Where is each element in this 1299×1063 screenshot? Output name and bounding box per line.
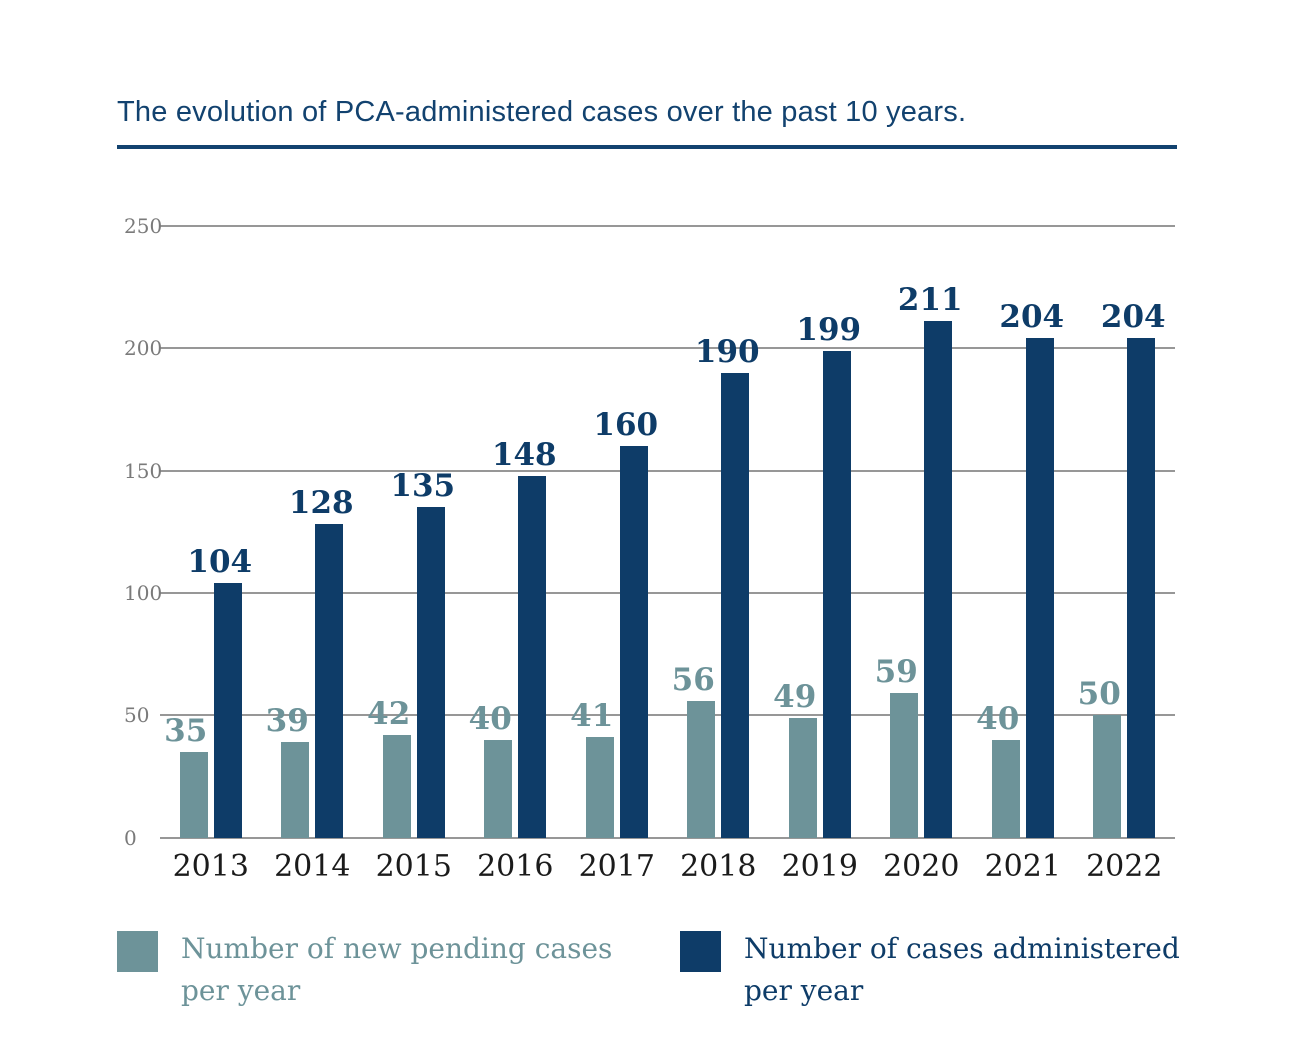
- bar-group-2018: 56 190: [668, 226, 770, 838]
- plot-area: 0 50 100 150 200 250 35 104 39 128 42 135 40 148 41 160…: [124, 216, 1175, 848]
- bar-label-administered-2014: 128: [288, 485, 354, 522]
- bar-administered-2015: 135: [390, 471, 455, 838]
- title-rule: [117, 144, 1177, 149]
- bar-label-administered-2013: 104: [187, 544, 253, 581]
- bar-administered-2016: 148: [492, 439, 557, 838]
- gridline-50: [160, 714, 1175, 717]
- bar-group-2021: 40 204: [972, 226, 1074, 838]
- bar-group-2013: 35 104: [160, 226, 262, 838]
- bar-label-administered-2017: 160: [593, 407, 659, 444]
- bar-groups: 35 104 39 128 42 135 40 148 41 160 56 190 49 199 59 211…: [160, 226, 1175, 838]
- bar-pending-2022: 50: [1078, 679, 1122, 838]
- x-axis: 2013 2014 2015 2016 2017 2018 2019 2020 2021 2022: [160, 848, 1175, 884]
- bar-pending-2017: 41: [570, 701, 614, 838]
- bar-pending-2013: 35: [164, 716, 208, 838]
- y-tick-150: 150: [124, 458, 163, 483]
- legend-label-administered: Number of cases administered per year: [744, 931, 1180, 1007]
- x-tick-2019: 2019: [781, 848, 858, 884]
- legend-swatch-administered-icon: [680, 930, 721, 972]
- bar-administered-2021: 204: [999, 302, 1064, 838]
- bar-administered-2020: 211: [898, 285, 963, 838]
- bar-group-2016: 40 148: [465, 226, 567, 838]
- bar-label-administered-2016: 148: [491, 436, 557, 473]
- bar-administered-2014: 128: [289, 488, 354, 838]
- bar-label-pending-2014: 39: [265, 703, 309, 740]
- bar-group-2019: 49 199: [769, 226, 871, 838]
- bar-pending-2019: 49: [773, 681, 817, 838]
- bar-label-pending-2017: 41: [570, 698, 614, 735]
- y-tick-200: 200: [124, 336, 163, 361]
- bar-pending-2015: 42: [367, 698, 411, 838]
- bar-group-2022: 50 204: [1074, 226, 1176, 838]
- bar-label-administered-2022: 204: [1100, 299, 1166, 336]
- gridline-150: [160, 469, 1175, 472]
- legend-item-administered: Number of cases administered per year: [680, 928, 1180, 1012]
- bar-label-administered-2019: 199: [796, 311, 862, 348]
- bar-pending-2018: 56: [672, 664, 716, 838]
- bar-label-pending-2013: 35: [164, 713, 208, 750]
- gridline-100: [160, 592, 1175, 594]
- x-tick-2018: 2018: [680, 848, 757, 884]
- x-tick-2016: 2016: [477, 848, 554, 884]
- bar-label-administered-2020: 211: [897, 282, 963, 319]
- bar-label-pending-2016: 40: [468, 700, 512, 737]
- bar-label-pending-2020: 59: [874, 654, 918, 691]
- y-tick-250: 250: [124, 213, 163, 238]
- bar-administered-2018: 190: [695, 336, 760, 838]
- bar-pending-2020: 59: [875, 657, 919, 838]
- legend: Number of new pending cases per year Num…: [117, 928, 1182, 1012]
- bar-pending-2016: 40: [469, 703, 513, 838]
- bar-label-pending-2018: 56: [671, 661, 715, 698]
- bar-label-administered-2015: 135: [390, 468, 456, 505]
- bar-label-pending-2021: 40: [976, 700, 1020, 737]
- bar-group-2014: 39 128: [262, 226, 364, 838]
- y-tick-100: 100: [124, 580, 163, 605]
- chart-title: The evolution of PCA-administered cases …: [117, 96, 967, 128]
- bar-pending-2021: 40: [976, 703, 1020, 838]
- x-tick-2015: 2015: [375, 848, 452, 884]
- legend-label-pending: Number of new pending cases per year: [181, 931, 613, 1007]
- gridline-0: [160, 836, 1175, 839]
- bar-label-administered-2018: 190: [694, 333, 760, 370]
- x-tick-2014: 2014: [274, 848, 351, 884]
- bar-administered-2019: 199: [796, 314, 861, 838]
- legend-swatch-pending-icon: [117, 930, 158, 972]
- y-tick-50: 50: [124, 703, 150, 728]
- bar-group-2015: 42 135: [363, 226, 465, 838]
- bar-chart: 0 50 100 150 200 250 35 104 39 128 42 135 40 148 41 160…: [124, 216, 1175, 884]
- bar-administered-2017: 160: [593, 410, 658, 838]
- gridline-250: [160, 224, 1175, 227]
- y-tick-0: 0: [124, 825, 137, 850]
- bar-label-pending-2019: 49: [773, 678, 817, 715]
- gridline-200: [160, 347, 1175, 350]
- bar-label-pending-2015: 42: [367, 695, 411, 732]
- x-tick-2021: 2021: [984, 848, 1061, 884]
- bar-label-pending-2022: 50: [1077, 676, 1121, 713]
- bar-administered-2013: 104: [187, 547, 252, 838]
- bar-group-2020: 59 211: [871, 226, 973, 838]
- bar-pending-2014: 39: [266, 706, 310, 838]
- x-tick-2013: 2013: [172, 848, 249, 884]
- x-tick-2017: 2017: [578, 848, 655, 884]
- bar-label-administered-2021: 204: [999, 299, 1065, 336]
- x-tick-2020: 2020: [883, 848, 960, 884]
- x-tick-2022: 2022: [1086, 848, 1163, 884]
- bar-group-2017: 41 160: [566, 226, 668, 838]
- bar-administered-2022: 204: [1101, 302, 1166, 838]
- legend-item-pending: Number of new pending cases per year: [117, 928, 680, 1012]
